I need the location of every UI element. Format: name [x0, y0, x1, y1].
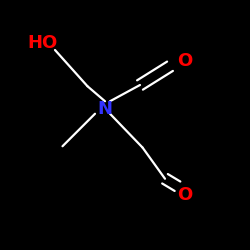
Text: HO: HO — [28, 34, 58, 52]
Text: O: O — [178, 52, 192, 70]
Text: O: O — [178, 186, 192, 204]
Text: N: N — [98, 100, 112, 118]
